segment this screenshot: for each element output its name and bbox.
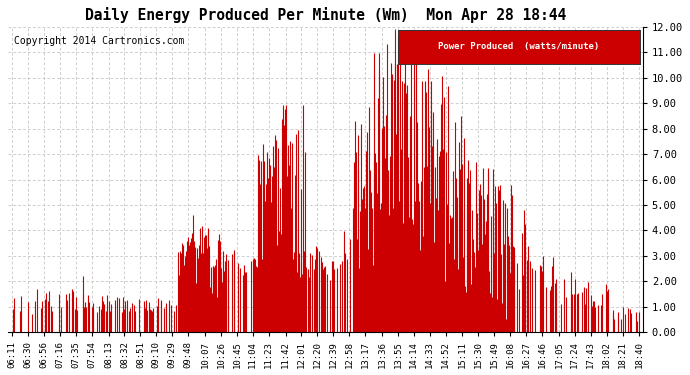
Text: Copyright 2014 Cartronics.com: Copyright 2014 Cartronics.com — [14, 36, 185, 46]
Title: Daily Energy Produced Per Minute (Wm)  Mon Apr 28 18:44: Daily Energy Produced Per Minute (Wm) Mo… — [85, 7, 566, 23]
